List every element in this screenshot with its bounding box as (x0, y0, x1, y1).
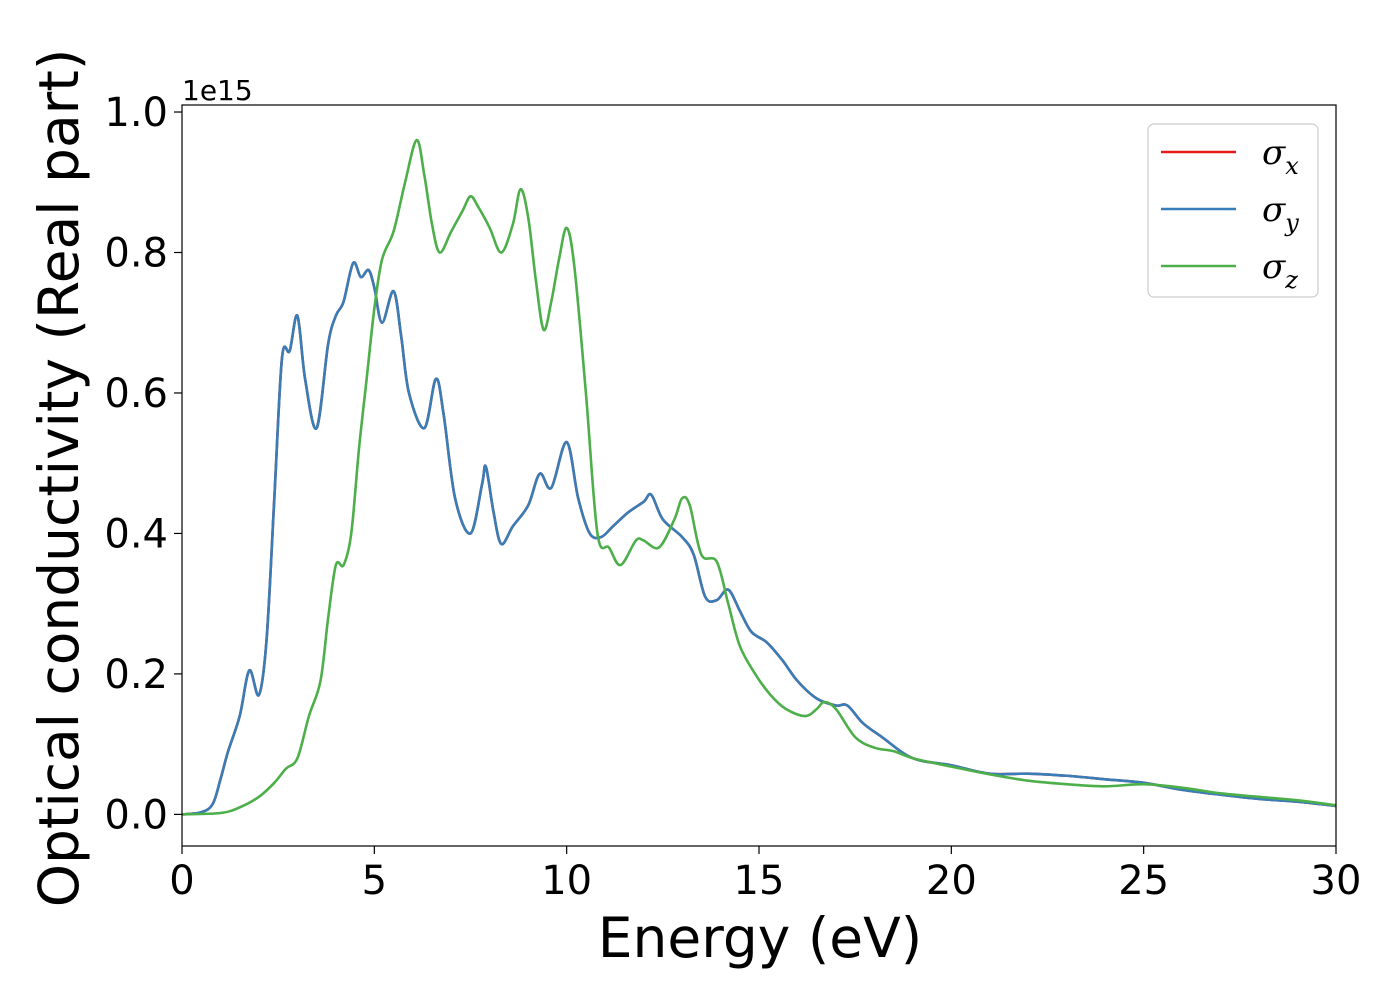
x-axis-title: Energy (eV) (598, 906, 922, 970)
x-tick-label: 30 (1311, 858, 1362, 904)
y-axis: 0.0 0.2 0.4 0.6 0.8 1.0 (104, 90, 182, 838)
x-tick-label: 0 (169, 858, 194, 904)
x-tick-label: 10 (541, 858, 592, 904)
y-tick-label: 1.0 (104, 90, 168, 136)
y-tick-label: 0.2 (104, 652, 168, 698)
y-tick-label: 0.8 (104, 230, 168, 276)
legend-label-sigma-y: σy (1262, 190, 1299, 237)
x-tick-label: 25 (1118, 858, 1169, 904)
legend-label-sigma-x: σx (1262, 133, 1299, 180)
series-line-sigma-z (182, 138, 1336, 816)
legend-box (1147, 123, 1319, 298)
x-tick-label: 15 (734, 858, 785, 904)
x-tick-label: 20 (926, 858, 977, 904)
y-tick-label: 0.0 (104, 792, 168, 838)
x-axis: 0 5 10 15 20 25 30 (169, 846, 1361, 904)
y-offset-label: 1e15 (182, 74, 253, 107)
legend-label-sigma-z: σz (1262, 247, 1298, 294)
legend: σx σy σz (1147, 123, 1319, 298)
x-tick-label: 5 (362, 858, 387, 904)
series-line-sigma-y (182, 261, 1336, 816)
y-tick-label: 0.4 (104, 511, 168, 557)
series-layer (182, 138, 1336, 816)
y-tick-label: 0.6 (104, 371, 168, 417)
y-axis-title: Optical conductivity (Real part) (27, 49, 91, 908)
series-line-sigma-x (182, 261, 1336, 816)
